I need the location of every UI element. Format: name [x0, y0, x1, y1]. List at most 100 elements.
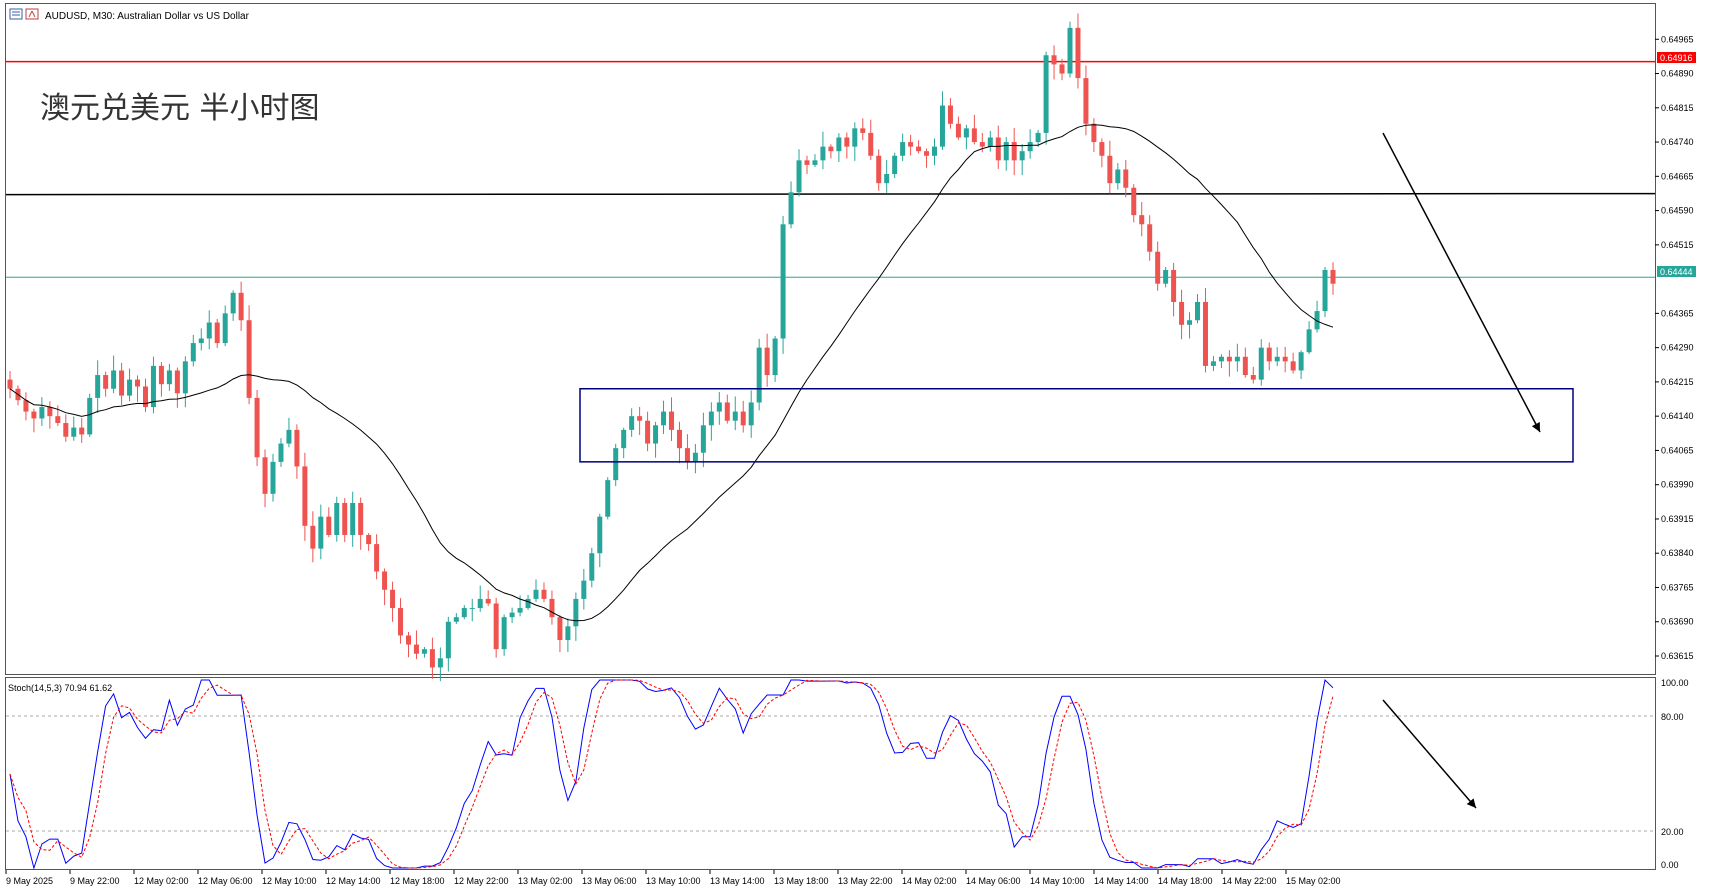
price-tick-label: 0.64890	[1661, 69, 1694, 79]
price-tick-label: 0.63840	[1661, 548, 1694, 558]
trend-arrows	[1382, 132, 1541, 809]
candle-body	[254, 397, 260, 458]
time-tick-label: 14 May 14:00	[1094, 876, 1149, 886]
candle-body	[908, 142, 914, 147]
price-tick-label: 0.63915	[1661, 514, 1694, 524]
candle-body	[1115, 169, 1121, 184]
candle-body	[278, 443, 284, 462]
candle-body	[214, 322, 220, 344]
price-tick-label: 0.64665	[1661, 171, 1694, 181]
candle-body	[55, 416, 61, 424]
candle-body	[103, 375, 109, 389]
support-box	[579, 388, 1574, 463]
candle-body	[493, 603, 499, 650]
candle-body	[47, 407, 53, 417]
time-tick-label: 14 May 22:00	[1222, 876, 1277, 886]
chart-window-icon[interactable]	[9, 8, 39, 20]
candle-body	[1226, 356, 1232, 362]
candle-body	[206, 322, 212, 339]
time-tick-label: 14 May 06:00	[966, 876, 1021, 886]
candle-body	[740, 411, 746, 426]
candle-body	[852, 128, 858, 147]
candle-body	[1234, 356, 1240, 362]
candle-body	[708, 411, 714, 426]
candle-body	[1075, 27, 1081, 79]
time-tick-label: 13 May 14:00	[710, 876, 765, 886]
candle-body	[39, 407, 45, 419]
candle-body	[1099, 142, 1105, 156]
time-tick-label: 13 May 10:00	[646, 876, 701, 886]
candle-body	[1131, 187, 1137, 216]
candle-body	[270, 461, 276, 494]
candle-body	[955, 123, 961, 138]
time-tick-label: 13 May 22:00	[838, 876, 893, 886]
overlay-title: 澳元兑美元 半小时图	[40, 91, 320, 126]
candle-body	[828, 146, 834, 152]
candle-body	[661, 411, 667, 426]
price-tick-label: 0.64365	[1661, 308, 1694, 318]
candle-body	[342, 502, 348, 535]
candle-body	[190, 343, 196, 362]
price-tick-label: 0.64815	[1661, 103, 1694, 113]
time-tick-label: 13 May 06:00	[582, 876, 637, 886]
candle-body	[119, 370, 125, 396]
price-axis: 0.64965 0.64890 0.64815 0.64740 0.64665 0.645…	[1655, 34, 1694, 661]
candle-body	[453, 617, 459, 622]
candle-body	[1298, 352, 1304, 371]
candle-body	[884, 174, 890, 184]
candle-body	[581, 580, 587, 599]
candle-body	[1179, 301, 1185, 325]
candle-body	[477, 598, 483, 609]
stoch-d-line	[9, 679, 1334, 869]
candle-body	[1306, 329, 1312, 353]
candle-body	[971, 128, 977, 143]
candle-body	[637, 416, 643, 421]
candle-body	[844, 137, 850, 147]
candle-body	[1059, 64, 1065, 74]
price-tick-label: 0.64065	[1661, 445, 1694, 455]
candle-body	[796, 160, 802, 193]
time-tick-label: 13 May 02:00	[518, 876, 573, 886]
candle-body	[669, 411, 674, 430]
candle-body	[565, 626, 571, 641]
candle-body	[198, 338, 204, 344]
candle-body	[1043, 55, 1049, 133]
candle-body	[302, 466, 308, 526]
candle-body	[1187, 320, 1193, 325]
time-tick-label: 13 May 18:00	[774, 876, 829, 886]
candle-body	[812, 160, 818, 165]
price-tick-label: 0.64290	[1661, 343, 1694, 353]
candle-body	[390, 589, 396, 609]
candle-body	[900, 142, 906, 156]
price-tick-label: 0.63765	[1661, 582, 1694, 592]
price-tick-label: 0.64965	[1661, 34, 1694, 44]
candle-body	[621, 429, 627, 449]
candle-body	[150, 365, 156, 408]
candle-body	[135, 379, 141, 387]
candle-body	[629, 416, 635, 430]
candle-body	[469, 608, 475, 610]
candle-body	[804, 160, 810, 165]
price-tick-label: 0.64515	[1661, 240, 1694, 250]
candle-body	[31, 411, 37, 419]
candle-body	[589, 553, 595, 581]
candle-body	[1314, 311, 1320, 330]
candle-body	[246, 320, 252, 398]
candle-body	[1258, 347, 1264, 380]
main-chart-frame	[5, 3, 1656, 675]
candle-body	[963, 128, 969, 138]
candlesticks	[7, 13, 1336, 682]
time-tick-label: 15 May 02:00	[1286, 876, 1341, 886]
candle-body	[238, 292, 244, 321]
candle-body	[437, 658, 443, 668]
candle-body	[310, 525, 316, 549]
candle-body	[573, 598, 579, 627]
candle-body	[979, 142, 985, 147]
candle-body	[501, 617, 507, 650]
candle-body	[724, 402, 730, 421]
candle-body	[95, 375, 101, 398]
candle-body	[517, 608, 523, 613]
candle-body	[605, 480, 611, 517]
down-arrow-indicator	[1382, 699, 1477, 809]
